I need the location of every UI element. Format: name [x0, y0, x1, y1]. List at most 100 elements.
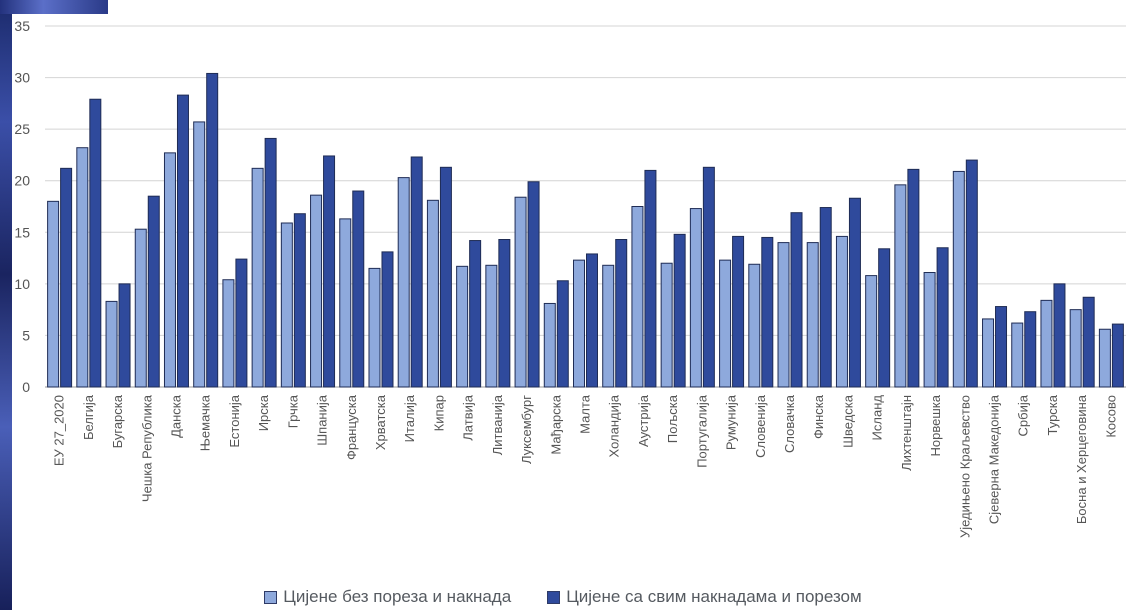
bar-series-2 — [410, 156, 423, 388]
bar-series-1 — [835, 235, 848, 388]
bar-series-1 — [280, 222, 293, 388]
x-tick-label: Финска — [811, 394, 826, 439]
bar-series-1 — [748, 263, 761, 388]
bar-series-1 — [573, 259, 585, 388]
bar-series-1 — [719, 259, 732, 388]
bar-series-1 — [777, 242, 790, 388]
y-tick-label: 30 — [14, 70, 30, 86]
bar-series-2 — [1111, 323, 1124, 388]
legend-swatch-series-2 — [547, 590, 561, 604]
bar-series-2 — [381, 251, 394, 388]
bar-series-2 — [235, 258, 248, 388]
bar-series-2 — [1053, 283, 1066, 388]
bar-series-2 — [527, 181, 540, 388]
bar-series-1 — [310, 194, 323, 388]
bar-series-2 — [439, 166, 452, 388]
x-tick-label: Литванија — [490, 394, 505, 455]
x-tick-label: Шведска — [840, 394, 855, 448]
x-tick-label: Уједињено Краљевство — [957, 395, 972, 538]
bar-series-1 — [456, 265, 469, 388]
x-tick-label: Њемачка — [198, 394, 213, 451]
bar-series-1 — [105, 300, 118, 388]
bar-series-2 — [323, 155, 336, 388]
x-tick-label: Румунија — [724, 394, 739, 450]
x-tick-label: Србија — [1016, 394, 1031, 436]
bar-series-1 — [660, 262, 673, 388]
bar-series-1 — [426, 199, 439, 388]
bar-series-2 — [60, 167, 73, 388]
bars — [47, 72, 1124, 388]
x-tick-label: Естонија — [227, 394, 242, 447]
bar-series-2 — [118, 283, 131, 388]
legend-swatch-series-1 — [264, 590, 278, 604]
bar-series-2 — [586, 253, 598, 388]
x-tick-label: Грчка — [285, 394, 300, 428]
x-tick-label: Чешка Република — [139, 394, 154, 502]
x-tick-label: Италија — [402, 394, 417, 442]
bar-series-2 — [965, 159, 978, 388]
bar-series-2 — [761, 236, 774, 388]
decorative-side-strip — [0, 0, 12, 610]
x-tick-label: Холандија — [607, 394, 622, 457]
x-tick-label: ЕУ 27_2020 — [52, 395, 67, 466]
legend-label-series-2: Цијене са свим накнадама и порезом — [566, 587, 862, 606]
bar-series-2 — [907, 168, 920, 388]
x-tick-label: Сјеверна Македонија — [987, 394, 1002, 524]
legend-label-series-1: Цијене без пореза и накнада — [283, 587, 512, 606]
bar-series-1 — [631, 206, 644, 388]
bar-series-1 — [952, 170, 965, 388]
bar-series-2 — [469, 240, 482, 388]
x-tick-label: Ирска — [256, 394, 271, 431]
bar-series-2 — [352, 190, 365, 388]
x-tick-label: Пољска — [665, 394, 680, 443]
x-tick-label: Латвија — [461, 394, 476, 440]
bar-series-1 — [368, 267, 381, 388]
bar-series-1 — [923, 272, 936, 388]
legend: Цијене без пореза и накнада Цијене са св… — [0, 586, 1126, 608]
bar-series-2 — [1024, 311, 1037, 388]
bar-series-1 — [134, 228, 147, 388]
bar-series-2 — [644, 169, 657, 388]
x-tick-label: Бугарска — [110, 394, 125, 448]
x-tick-label: Португалија — [694, 394, 709, 468]
x-tick-label: Француска — [344, 394, 359, 460]
x-tick-label: Мађарска — [548, 394, 563, 454]
x-tick-label: Шпанија — [315, 394, 330, 446]
bar-series-1 — [251, 167, 264, 388]
x-tick-label: Лихтенштајн — [899, 395, 914, 471]
x-tick-label: Исланд — [870, 395, 885, 441]
y-tick-label: 0 — [22, 379, 30, 395]
legend-item-series-1: Цијене без пореза и накнада — [264, 587, 511, 607]
bar-series-1 — [1069, 309, 1082, 388]
bar-series-2 — [264, 137, 277, 388]
bar-series-1 — [514, 196, 527, 388]
bar-series-1 — [339, 218, 352, 388]
x-tick-label: Босна и Херцеговина — [1074, 394, 1089, 524]
bar-series-2 — [206, 72, 219, 388]
y-tick-label: 10 — [14, 276, 30, 292]
bar-series-2 — [819, 207, 832, 388]
bar-series-2 — [556, 280, 569, 388]
x-axis-tick-labels: ЕУ 27_2020 Белгија Бугарска Чешка Република… — [52, 394, 1119, 538]
bar-series-2 — [848, 197, 861, 388]
bar-series-1 — [485, 264, 498, 388]
bar-series-2 — [702, 166, 715, 388]
bar-series-2 — [176, 94, 189, 388]
y-tick-label: 20 — [14, 173, 30, 189]
bar-series-2 — [89, 98, 102, 388]
decorative-corner-art — [0, 0, 108, 14]
y-tick-label: 35 — [14, 18, 30, 34]
x-tick-label: Луксембург — [519, 395, 534, 464]
x-tick-label: Турска — [1045, 394, 1060, 435]
y-axis-tick-labels: 0 5 10 15 20 25 30 35 — [14, 18, 30, 395]
x-tick-label: Словенија — [753, 394, 768, 458]
y-tick-label: 25 — [14, 121, 30, 137]
bar-series-2 — [498, 239, 511, 388]
bar-series-2 — [615, 239, 628, 388]
bar-series-1 — [193, 121, 206, 388]
x-tick-label: Аустрија — [636, 394, 651, 447]
bar-series-2 — [790, 212, 803, 388]
bar-series-1 — [76, 147, 89, 388]
x-tick-label: Кипар — [431, 395, 446, 431]
